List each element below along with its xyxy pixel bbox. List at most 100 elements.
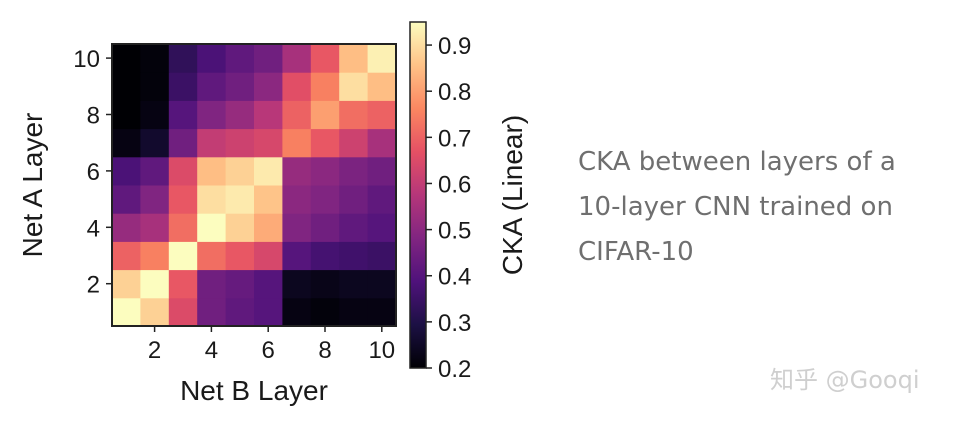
x-tick-label: 10 xyxy=(368,337,395,364)
x-tick-label: 2 xyxy=(148,337,161,364)
heatmap-cell xyxy=(339,213,369,242)
heatmap-cell xyxy=(254,241,283,271)
heatmap-cell xyxy=(225,213,255,242)
heatmap-cell xyxy=(168,100,198,130)
heatmap-cell xyxy=(367,100,397,130)
heatmap-cell xyxy=(254,297,283,327)
y-tick-label: 8 xyxy=(87,103,100,130)
heatmap-cell xyxy=(140,128,170,158)
heatmap-cell xyxy=(140,72,170,101)
x-tick-label: 8 xyxy=(318,337,331,364)
heatmap-cell xyxy=(339,72,369,101)
heatmap-cell xyxy=(310,241,340,271)
heatmap-cell xyxy=(282,241,312,271)
heatmap-cell xyxy=(310,269,340,299)
heatmap-cell xyxy=(197,128,227,158)
heatmap-cell xyxy=(140,297,170,327)
heatmap-cell xyxy=(168,213,198,242)
colorbar-tick-label: 0.4 xyxy=(438,264,471,291)
heatmap-frame xyxy=(111,43,397,327)
heatmap-cell xyxy=(168,185,198,214)
heatmap-cell xyxy=(339,44,369,73)
heatmap-cell xyxy=(367,185,397,214)
y-tick-label: 6 xyxy=(87,159,100,186)
heatmap-cell xyxy=(310,72,340,101)
heatmap-cell xyxy=(367,156,397,186)
heatmap-cell xyxy=(310,156,340,186)
heatmap-cell xyxy=(339,297,369,327)
heatmap-cell xyxy=(282,72,312,101)
heatmap-cell xyxy=(254,100,283,130)
heatmap-cell xyxy=(112,213,141,242)
chart-caption: CKA between layers of a 10-layer CNN tra… xyxy=(578,140,958,275)
heatmap-cell xyxy=(112,185,141,214)
heatmap-cell xyxy=(140,269,170,299)
heatmap-cell xyxy=(225,269,255,299)
heatmap-cell xyxy=(168,44,198,73)
colorbar-tick-label: 0.3 xyxy=(438,310,471,337)
heatmap-cell xyxy=(197,185,227,214)
heatmap-cell xyxy=(339,241,369,271)
heatmap-cell xyxy=(367,213,397,242)
heatmap-cell xyxy=(310,185,340,214)
watermark: 知乎 @Gooqi xyxy=(770,366,920,394)
heatmap-cell xyxy=(367,44,397,73)
colorbar-ticks: 0.2 0.3 0.4 0.5 0.6 0.7 0.8 0.9 xyxy=(426,33,471,383)
heatmap-cell xyxy=(197,100,227,130)
heatmap-cell xyxy=(168,128,198,158)
colorbar-tick-label: 0.9 xyxy=(438,33,471,60)
heatmap-cell xyxy=(282,156,312,186)
colorbar-tick-label: 0.6 xyxy=(438,171,471,198)
heatmap-cell xyxy=(197,213,227,242)
heatmap-cell xyxy=(197,156,227,186)
heatmap-cell xyxy=(112,241,141,271)
heatmap-cell xyxy=(112,156,141,186)
colorbar-tick-label: 0.8 xyxy=(438,79,471,106)
cka-heatmap-chart: 2 4 6 8 10 2 4 6 8 10 Net B Layer Net A Layer 0.… xyxy=(17,21,528,406)
heatmap-cell xyxy=(168,241,198,271)
colorbar-tick-label: 0.5 xyxy=(438,218,471,245)
x-axis-ticks: 2 4 6 8 10 xyxy=(148,326,395,364)
heatmap-cell xyxy=(197,72,227,101)
y-axis-ticks: 2 4 6 8 10 xyxy=(73,46,112,299)
heatmap-cell xyxy=(254,269,283,299)
heatmap-cell xyxy=(254,156,283,186)
caption-line-1: CKA between layers of a xyxy=(578,147,896,177)
y-tick-label: 10 xyxy=(73,46,100,73)
heatmap-cell xyxy=(282,185,312,214)
heatmap-cell xyxy=(367,72,397,101)
heatmap-cell xyxy=(112,100,141,130)
heatmap-cell xyxy=(112,128,141,158)
heatmap-cell xyxy=(282,100,312,130)
colorbar-label: CKA (Linear) xyxy=(497,115,528,275)
heatmap-cell xyxy=(367,297,397,327)
heatmap-cell xyxy=(168,297,198,327)
heatmap-cell xyxy=(310,128,340,158)
heatmap-cell xyxy=(339,156,369,186)
heatmap-cell xyxy=(254,72,283,101)
heatmap-cell xyxy=(254,128,283,158)
heatmap-cell xyxy=(225,128,255,158)
heatmap-cell xyxy=(282,297,312,327)
heatmap-cell xyxy=(112,269,141,299)
heatmap-cell xyxy=(339,185,369,214)
heatmap-cell xyxy=(168,72,198,101)
heatmap-cell xyxy=(225,241,255,271)
colorbar-tick-label: 0.2 xyxy=(438,356,471,383)
heatmap-cell xyxy=(197,44,227,73)
heatmap-cell xyxy=(225,100,255,130)
heatmap-cell xyxy=(367,269,397,299)
heatmap-cell xyxy=(168,156,198,186)
heatmap-cell xyxy=(140,156,170,186)
caption-line-2: 10-layer CNN trained on xyxy=(578,192,893,222)
heatmap-cell xyxy=(339,269,369,299)
heatmap-cell xyxy=(282,128,312,158)
heatmap-cell xyxy=(112,297,141,327)
heatmap-cell xyxy=(140,185,170,214)
heatmap-cell xyxy=(310,100,340,130)
heatmap-cell xyxy=(282,269,312,299)
colorbar xyxy=(409,21,427,369)
heatmap-cell xyxy=(367,128,397,158)
heatmap-cell xyxy=(168,269,198,299)
y-tick-label: 4 xyxy=(87,215,100,242)
